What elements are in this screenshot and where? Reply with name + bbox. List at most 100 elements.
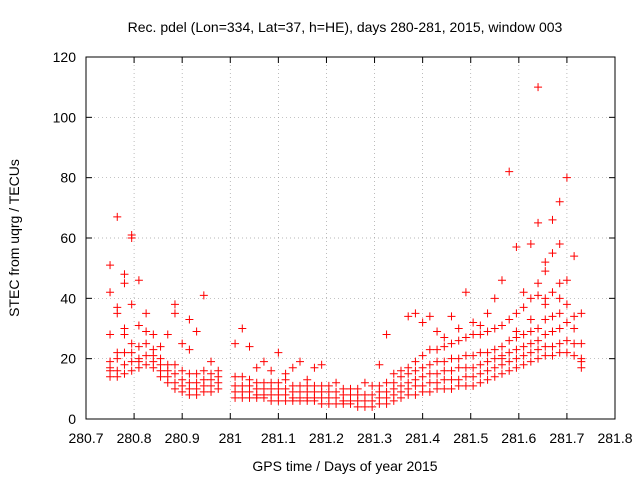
data-point bbox=[555, 240, 564, 249]
data-point bbox=[483, 327, 492, 336]
data-point bbox=[418, 372, 427, 381]
data-point bbox=[534, 291, 543, 300]
y-tick-label: 100 bbox=[53, 109, 77, 125]
data-point bbox=[577, 309, 586, 318]
data-point bbox=[411, 375, 420, 384]
data-point bbox=[526, 315, 535, 324]
data-point bbox=[396, 381, 405, 390]
data-point bbox=[541, 258, 550, 267]
data-point bbox=[447, 366, 456, 375]
data-point bbox=[534, 345, 543, 354]
data-point bbox=[425, 360, 434, 369]
data-point bbox=[454, 324, 463, 333]
data-point bbox=[570, 252, 579, 261]
data-point bbox=[134, 321, 143, 330]
data-point bbox=[461, 351, 470, 360]
data-point bbox=[548, 342, 557, 351]
data-point bbox=[207, 369, 216, 378]
data-point bbox=[541, 300, 550, 309]
data-point bbox=[519, 303, 528, 312]
data-point bbox=[534, 279, 543, 288]
data-point bbox=[134, 342, 143, 351]
data-point bbox=[440, 357, 449, 366]
data-point bbox=[296, 381, 305, 390]
data-points bbox=[106, 83, 586, 411]
data-point bbox=[534, 336, 543, 345]
data-point bbox=[163, 360, 172, 369]
data-point bbox=[454, 336, 463, 345]
data-point bbox=[170, 378, 179, 387]
data-point bbox=[461, 372, 470, 381]
data-point bbox=[214, 366, 223, 375]
data-point bbox=[418, 381, 427, 390]
data-point bbox=[476, 330, 485, 339]
data-point bbox=[548, 327, 557, 336]
data-point bbox=[505, 336, 514, 345]
data-point bbox=[411, 309, 420, 318]
data-point bbox=[199, 291, 208, 300]
data-point bbox=[483, 348, 492, 357]
data-point bbox=[120, 369, 129, 378]
data-point bbox=[577, 339, 586, 348]
data-point bbox=[199, 375, 208, 384]
data-point bbox=[317, 381, 326, 390]
data-point bbox=[541, 351, 550, 360]
data-point bbox=[382, 330, 391, 339]
data-point bbox=[127, 366, 136, 375]
data-point bbox=[303, 375, 312, 384]
data-point bbox=[447, 312, 456, 321]
x-tick-label: 281.8 bbox=[597, 430, 632, 446]
data-point bbox=[541, 330, 550, 339]
data-point bbox=[555, 324, 564, 333]
data-point bbox=[346, 384, 355, 393]
data-point bbox=[382, 378, 391, 387]
data-point bbox=[555, 339, 564, 348]
data-point bbox=[490, 345, 499, 354]
data-point bbox=[142, 309, 151, 318]
data-point bbox=[469, 330, 478, 339]
data-point bbox=[548, 312, 557, 321]
data-point bbox=[418, 363, 427, 372]
data-point bbox=[562, 336, 571, 345]
data-point bbox=[134, 357, 143, 366]
data-point bbox=[156, 354, 165, 363]
data-point bbox=[469, 351, 478, 360]
data-point bbox=[259, 378, 268, 387]
data-point bbox=[461, 381, 470, 390]
data-point bbox=[469, 372, 478, 381]
data-point bbox=[396, 366, 405, 375]
data-point bbox=[163, 330, 172, 339]
data-point bbox=[570, 312, 579, 321]
data-point bbox=[142, 327, 151, 336]
data-point bbox=[170, 360, 179, 369]
data-point bbox=[288, 381, 297, 390]
data-point bbox=[512, 243, 521, 252]
data-point bbox=[490, 363, 499, 372]
data-point bbox=[541, 315, 550, 324]
data-point bbox=[238, 381, 247, 390]
data-point bbox=[570, 351, 579, 360]
data-point bbox=[178, 339, 187, 348]
data-point bbox=[185, 369, 194, 378]
data-point bbox=[548, 351, 557, 360]
data-point bbox=[375, 360, 384, 369]
data-point bbox=[310, 381, 319, 390]
x-tick-label: 280.9 bbox=[165, 430, 200, 446]
data-point bbox=[425, 312, 434, 321]
data-point bbox=[170, 309, 179, 318]
data-point bbox=[231, 372, 240, 381]
x-tick-label: 280.7 bbox=[68, 430, 103, 446]
data-point bbox=[274, 348, 283, 357]
data-point bbox=[476, 360, 485, 369]
data-point bbox=[519, 351, 528, 360]
data-point bbox=[199, 366, 208, 375]
data-point bbox=[185, 345, 194, 354]
data-point bbox=[425, 378, 434, 387]
data-point bbox=[447, 354, 456, 363]
chart-title: Rec. pdel (Lon=334, Lat=37, h=HE), days … bbox=[128, 19, 563, 35]
data-point bbox=[170, 300, 179, 309]
y-axis-label: STEC from uqrg / TECUs bbox=[6, 159, 22, 317]
data-point bbox=[526, 240, 535, 249]
data-point bbox=[526, 339, 535, 348]
